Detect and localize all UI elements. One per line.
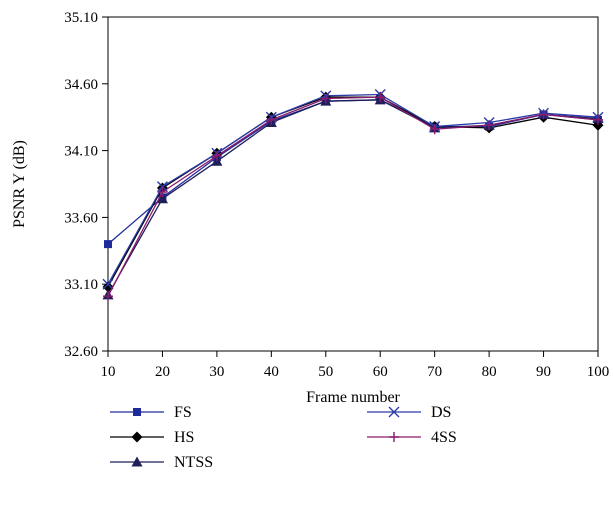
y-tick-label: 33.10 xyxy=(64,277,98,293)
series-ds xyxy=(102,88,604,290)
data-point-4ss xyxy=(593,114,603,125)
series-line-hs xyxy=(107,96,599,288)
series-4ss xyxy=(103,92,603,302)
plot-frame xyxy=(107,16,599,352)
legend-item-ds: DS xyxy=(367,404,451,421)
data-point-4ss xyxy=(484,120,495,131)
series-fs xyxy=(104,95,602,249)
legend-marker-ntss xyxy=(131,456,143,467)
series-line-4ss xyxy=(107,96,599,297)
y-tick-label: 33.60 xyxy=(64,210,98,226)
x-tick-label: 10 xyxy=(101,364,116,380)
legend-label-4ss: 4SS xyxy=(431,429,457,446)
data-point-4ss xyxy=(429,124,440,135)
x-tick-label: 40 xyxy=(264,364,279,380)
series-ntss xyxy=(102,94,604,300)
data-point-4ss xyxy=(103,291,113,302)
series-line-ntss xyxy=(107,99,599,296)
legend-label-ds: DS xyxy=(431,404,451,421)
legend-item-ntss: NTSS xyxy=(110,454,213,471)
data-point-4ss xyxy=(157,187,168,198)
x-axis-label: Frame number xyxy=(306,389,400,406)
y-tick-label: 32.60 xyxy=(64,344,98,360)
legend: FS HS NTSS DS 4SS xyxy=(110,404,457,471)
x-tick-label: 30 xyxy=(209,364,224,380)
legend-marker-hs xyxy=(131,431,143,443)
x-tick-label: 60 xyxy=(373,364,388,380)
legend-label-fs: FS xyxy=(174,404,192,421)
series-line-ds xyxy=(107,93,599,285)
legend-label-ntss: NTSS xyxy=(174,454,213,471)
legend-marker-ds xyxy=(388,406,400,418)
legend-item-hs: HS xyxy=(110,429,194,446)
data-point-ntss xyxy=(156,193,168,204)
data-point-fs xyxy=(104,240,112,249)
series-layer xyxy=(102,88,604,302)
y-axis-label: PSNR Y (dB) xyxy=(11,140,28,228)
x-tick-label: 90 xyxy=(536,364,551,380)
series-hs xyxy=(102,91,604,293)
legend-marker-4ss xyxy=(389,432,399,442)
data-point-4ss xyxy=(266,114,277,125)
y-tick-label: 34.60 xyxy=(64,77,98,93)
legend-label-hs: HS xyxy=(174,429,194,446)
data-point-4ss xyxy=(320,93,331,104)
data-point-4ss xyxy=(538,109,549,120)
legend-item-4ss: 4SS xyxy=(367,429,457,446)
x-tick-label: 70 xyxy=(427,364,442,380)
x-tick-label: 100 xyxy=(587,364,610,380)
x-tick-label: 80 xyxy=(482,364,497,380)
legend-marker-fs xyxy=(133,408,141,416)
y-tick-label: 34.10 xyxy=(64,144,98,160)
data-point-4ss xyxy=(211,150,222,161)
y-tick-label: 35.10 xyxy=(64,10,98,26)
x-tick-label: 20 xyxy=(155,364,170,380)
legend-item-fs: FS xyxy=(110,404,192,421)
x-tick-label: 50 xyxy=(318,364,333,380)
data-point-4ss xyxy=(375,92,386,103)
data-point-ds xyxy=(102,278,114,290)
